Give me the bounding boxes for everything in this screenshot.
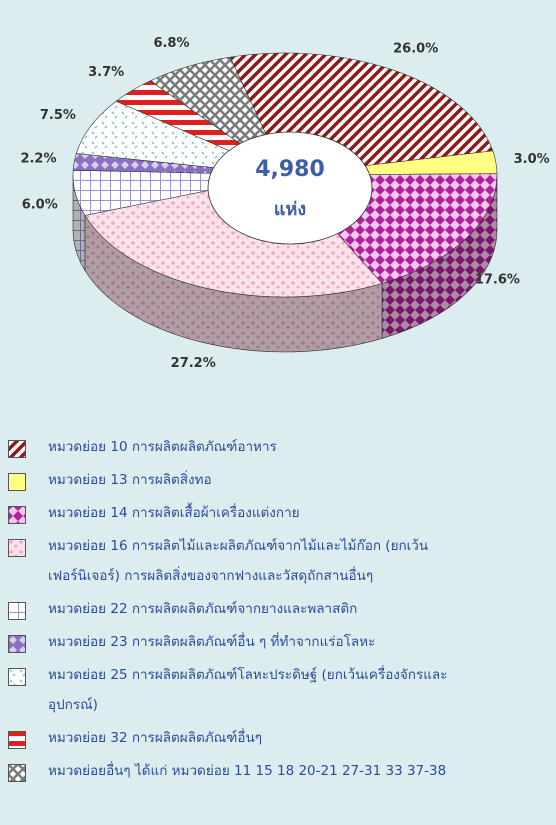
pie-side-shade [84, 215, 383, 352]
legend-swatch [8, 506, 26, 524]
legend-swatch [8, 440, 26, 458]
legend-label: หมวดย่อย 16 การผลิตไม้และผลิตภัณฑ์จากไม้… [48, 538, 429, 584]
slice-label: 27.2% [171, 356, 216, 371]
legend-swatch-fill [8, 473, 26, 491]
legend-swatch [8, 668, 26, 686]
legend-item: หมวดย่อย 22 การผลิตผลิตภัณฑ์จากยางและพลา… [8, 600, 556, 624]
legend-item: หมวดย่อย 32 การผลิตผลิตภัณฑ์อื่นๆ [8, 729, 556, 753]
legend: หมวดย่อย 10 การผลิตผลิตภัณฑ์อาหารหมวดย่อ… [0, 438, 556, 795]
legend-item: หมวดย่อย 10 การผลิตผลิตภัณฑ์อาหาร [8, 438, 556, 462]
legend-label: หมวดย่อย 10 การผลิตผลิตภัณฑ์อาหาร [48, 439, 277, 455]
legend-item: หมวดย่อย 16 การผลิตไม้และผลิตภัณฑ์จากไม้… [8, 537, 556, 591]
legend-item: หมวดย่อย 25 การผลิตผลิตภัณฑ์โลหะประดิษฐ์… [8, 666, 556, 720]
legend-label: หมวดย่อย 25 การผลิตผลิตภัณฑ์โลหะประดิษฐ์… [48, 667, 448, 713]
center-total: 4,980 [255, 157, 325, 182]
slice-label: 3.0% [514, 152, 550, 167]
center-unit: แห่ง [274, 199, 306, 220]
legend-swatch-fill [8, 635, 26, 653]
slice-label: 6.0% [22, 198, 58, 213]
legend-swatch [8, 731, 26, 749]
legend-swatch [8, 602, 26, 620]
legend-label: หมวดย่อย 32 การผลิตผลิตภัณฑ์อื่นๆ [48, 730, 262, 746]
legend-swatch-fill [8, 764, 26, 782]
legend-swatch-fill [8, 539, 26, 557]
slice-label: 7.5% [40, 108, 76, 123]
legend-swatch-fill [8, 602, 26, 620]
slice-label: 17.6% [475, 272, 520, 287]
legend-item: หมวดย่อย 13 การผลิตสิ่งทอ [8, 471, 556, 495]
slice-label: 26.0% [393, 42, 438, 57]
legend-swatch [8, 635, 26, 653]
legend-swatch-fill [8, 668, 26, 686]
legend-swatch [8, 473, 26, 491]
legend-label: หมวดย่อย 23 การผลิตผลิตภัณฑ์อื่น ๆ ที่ทำ… [48, 634, 376, 650]
legend-item: หมวดย่อยอื่นๆ ได้แก่ หมวดย่อย 11 15 18 2… [8, 762, 556, 786]
legend-swatch-fill [8, 440, 26, 458]
slice-label: 2.2% [20, 151, 56, 166]
legend-swatch-fill [8, 731, 26, 749]
legend-swatch [8, 764, 26, 782]
legend-label: หมวดย่อยอื่นๆ ได้แก่ หมวดย่อย 11 15 18 2… [48, 763, 447, 779]
legend-swatch [8, 539, 26, 557]
pie-side-shade [73, 175, 85, 271]
legend-item: หมวดย่อย 23 การผลิตผลิตภัณฑ์อื่น ๆ ที่ทำ… [8, 633, 556, 657]
chart: 26.0% 3.0% 17.6% 27.2% 6.0% 2.2% 7.5% 3.7% 6.8% 4… [20, 36, 550, 371]
legend-label: หมวดย่อย 14 การผลิตเสื้อผ้าเครื่องแต่งกา… [48, 505, 300, 521]
legend-item: หมวดย่อย 14 การผลิตเสื้อผ้าเครื่องแต่งกา… [8, 504, 556, 528]
pie-side-shade [382, 175, 497, 339]
legend-label: หมวดย่อย 13 การผลิตสิ่งทอ [48, 472, 212, 488]
legend-swatch-fill [8, 506, 26, 524]
center-hole [207, 131, 373, 245]
slice-label: 3.7% [88, 65, 124, 80]
legend-label: หมวดย่อย 22 การผลิตผลิตภัณฑ์จากยางและพลา… [48, 601, 358, 617]
slice-label: 6.8% [153, 36, 189, 51]
